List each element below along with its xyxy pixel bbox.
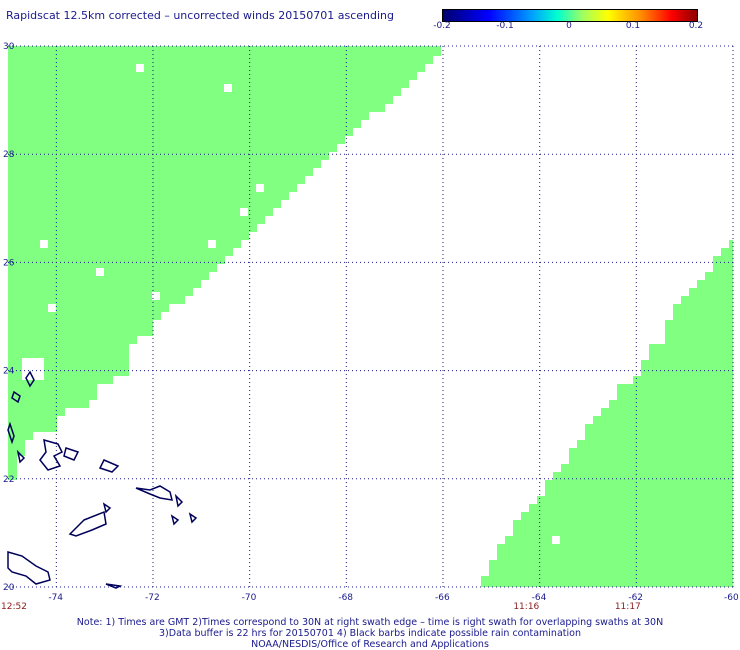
swath-right — [481, 240, 733, 587]
island-outline — [68, 510, 107, 537]
lon-label: -64 — [532, 593, 547, 603]
island-outline — [174, 493, 184, 508]
island-outline — [7, 551, 51, 585]
lat-label: 24 — [3, 367, 15, 377]
swath-layer — [8, 46, 733, 587]
island-outline — [25, 370, 35, 388]
island-outline — [102, 502, 112, 514]
swath-gap — [256, 184, 264, 192]
lon-label: -62 — [628, 593, 643, 603]
lat-label: 30 — [3, 42, 15, 52]
lon-label: -74 — [48, 593, 63, 603]
swath-gap — [48, 304, 56, 312]
lon-label: -66 — [435, 593, 450, 603]
lat-label: 20 — [3, 583, 15, 593]
lon-label: -72 — [145, 593, 160, 603]
lon-label: -60 — [724, 593, 739, 603]
island-outline — [11, 390, 21, 404]
island-outline — [188, 512, 198, 524]
colorbar-tick: -0.1 — [496, 21, 514, 31]
island-outline — [135, 485, 174, 501]
island-outline — [39, 438, 64, 471]
island-outline — [7, 421, 15, 445]
lat-label: 26 — [3, 258, 15, 268]
swath-time-label: 12:52 — [1, 602, 27, 612]
colorbar-tick: -0.2 — [433, 21, 451, 31]
colorbar-tick: 0 — [566, 21, 572, 31]
footnotes: Note: 1) Times are GMT 2)Times correspon… — [0, 617, 740, 650]
lat-label: 28 — [3, 150, 15, 160]
island-outline — [105, 583, 123, 589]
lat-label: 22 — [3, 475, 14, 485]
lon-label: -68 — [338, 593, 353, 603]
swath-gap — [552, 536, 560, 544]
swath-left — [8, 46, 441, 480]
island-outline — [98, 459, 120, 473]
island-outline — [63, 447, 80, 461]
colorbar-tick: 0.2 — [688, 21, 704, 31]
lat-labels: 30 28 26 24 22 20 — [3, 42, 15, 593]
lon-labels: -74 -72 -70 -68 -66 -64 -62 -60 — [48, 593, 739, 603]
note-line: 3)Data buffer is 22 hrs for 20150701 4) … — [159, 628, 581, 639]
swath-time-label: 11:16 — [513, 602, 539, 612]
swath-gap — [152, 292, 160, 300]
swath-gap — [224, 84, 232, 92]
colorbar — [442, 9, 698, 22]
swath-gap — [240, 208, 248, 216]
note-line: Note: 1) Times are GMT 2)Times correspon… — [76, 617, 664, 628]
swath-gap — [96, 268, 104, 276]
swath-gap — [208, 240, 216, 248]
land-layer — [7, 370, 198, 589]
swath-gap — [136, 64, 144, 72]
island-outline — [16, 449, 26, 464]
lon-label: -70 — [242, 593, 257, 603]
swath-time-label: 11:17 — [615, 602, 641, 612]
map-title: Rapidscat 12.5km corrected – uncorrected… — [6, 9, 395, 22]
grid-lines — [8, 45, 734, 588]
island-outline — [170, 514, 180, 526]
credit-line: NOAA/NESDIS/Office of Research and Appli… — [251, 639, 489, 650]
swath-gap — [40, 240, 48, 248]
colorbar-tick: 0.1 — [625, 21, 641, 31]
time-labels: 12:52 11:16 11:17 — [1, 602, 641, 612]
